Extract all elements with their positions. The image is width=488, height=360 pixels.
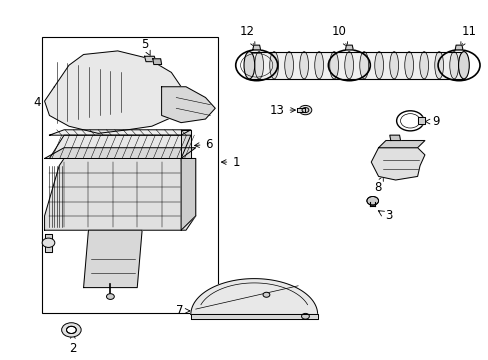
Polygon shape — [153, 59, 161, 64]
Polygon shape — [181, 130, 190, 158]
Text: 1: 1 — [221, 156, 239, 168]
Ellipse shape — [389, 51, 398, 79]
Polygon shape — [44, 148, 195, 158]
Polygon shape — [49, 130, 190, 135]
Polygon shape — [296, 108, 305, 112]
Text: 2: 2 — [69, 334, 77, 355]
Polygon shape — [378, 140, 424, 148]
Polygon shape — [454, 45, 462, 50]
Circle shape — [61, 323, 81, 337]
Polygon shape — [161, 87, 215, 123]
Circle shape — [301, 314, 309, 319]
Text: 9: 9 — [425, 115, 439, 128]
Text: 4: 4 — [34, 96, 53, 109]
Ellipse shape — [458, 51, 468, 79]
Polygon shape — [389, 135, 400, 140]
Circle shape — [299, 105, 311, 115]
Polygon shape — [417, 117, 424, 125]
Ellipse shape — [314, 51, 323, 79]
Polygon shape — [144, 56, 156, 62]
Text: 13: 13 — [269, 104, 295, 117]
Ellipse shape — [329, 51, 338, 79]
Circle shape — [366, 197, 378, 205]
Ellipse shape — [359, 51, 368, 79]
Text: 7: 7 — [176, 305, 189, 318]
Text: 3: 3 — [384, 210, 391, 222]
Ellipse shape — [434, 51, 443, 79]
Polygon shape — [44, 234, 52, 252]
Ellipse shape — [244, 51, 254, 79]
Circle shape — [42, 238, 55, 247]
Ellipse shape — [299, 51, 308, 79]
Polygon shape — [190, 315, 317, 319]
Polygon shape — [49, 135, 190, 158]
Bar — [42, 37, 217, 313]
Ellipse shape — [374, 51, 383, 79]
Polygon shape — [190, 279, 317, 315]
Text: 10: 10 — [331, 25, 347, 47]
Text: 5: 5 — [141, 38, 150, 56]
Polygon shape — [252, 45, 260, 50]
Ellipse shape — [404, 51, 413, 79]
Polygon shape — [83, 230, 142, 288]
Ellipse shape — [449, 51, 458, 79]
Polygon shape — [370, 148, 424, 180]
Polygon shape — [181, 158, 195, 230]
Ellipse shape — [254, 51, 263, 79]
Circle shape — [66, 326, 76, 333]
Text: 12: 12 — [239, 25, 254, 47]
Polygon shape — [44, 51, 185, 134]
Polygon shape — [345, 45, 352, 50]
Polygon shape — [44, 158, 195, 230]
Text: 6: 6 — [194, 138, 213, 150]
Circle shape — [106, 294, 114, 300]
Ellipse shape — [344, 51, 353, 79]
Circle shape — [263, 292, 269, 297]
Ellipse shape — [269, 51, 278, 79]
Ellipse shape — [284, 51, 293, 79]
Text: 11: 11 — [460, 25, 475, 47]
Circle shape — [302, 108, 308, 113]
Text: 8: 8 — [373, 176, 383, 194]
Ellipse shape — [419, 51, 427, 79]
